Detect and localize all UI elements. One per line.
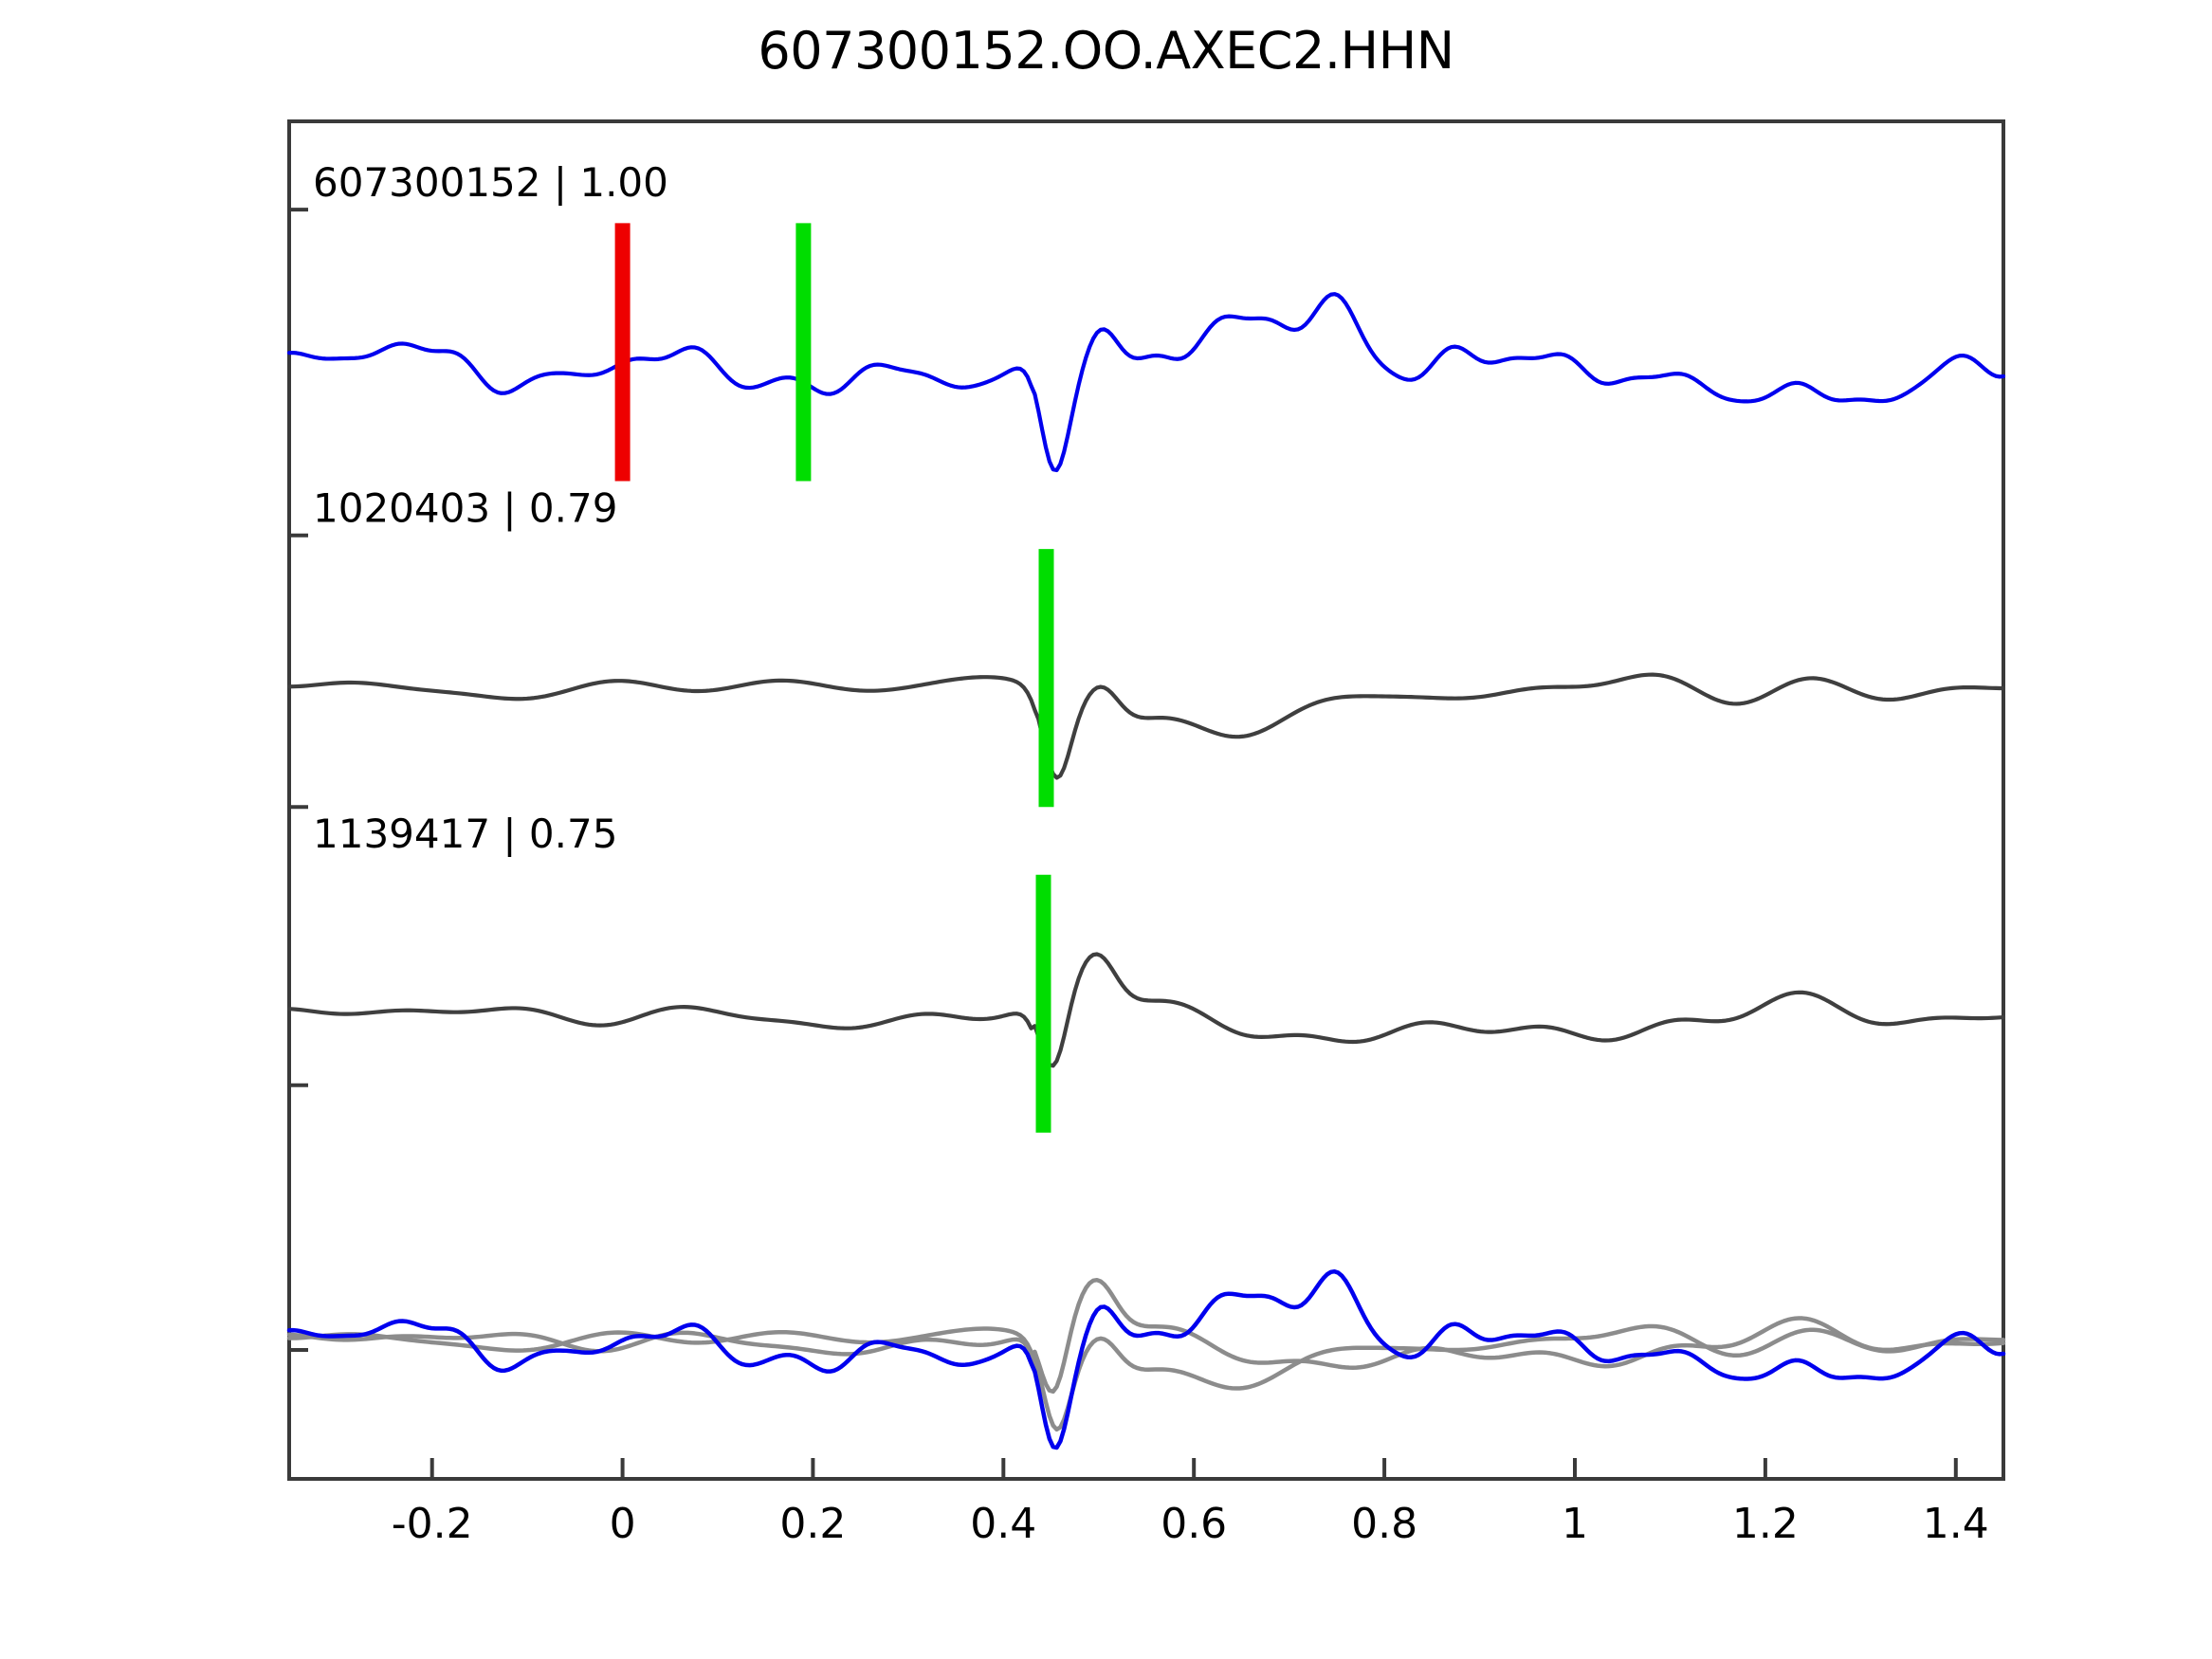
trace-label: 1020403 | 0.79 bbox=[313, 484, 617, 531]
axes-frame bbox=[287, 119, 2005, 1481]
traces-layer bbox=[286, 292, 2006, 1450]
trace-label: 1139417 | 0.75 bbox=[313, 811, 617, 857]
pick-markers-layer bbox=[614, 223, 1054, 1133]
trace-label: 607300152 | 1.00 bbox=[313, 159, 668, 206]
x-tick-label: 1 bbox=[1562, 1500, 1588, 1548]
x-tick-label: 0.8 bbox=[1351, 1500, 1417, 1548]
page-title: 607300152.OO.AXEC2.HHN bbox=[758, 21, 1454, 81]
x-tick-label: -0.2 bbox=[392, 1500, 473, 1548]
x-tick-label: 0 bbox=[610, 1500, 636, 1548]
trace-labels-layer: 607300152 | 1.00 1020403 | 0.79 1139417 | … bbox=[313, 159, 668, 857]
x-tick-label: 1.4 bbox=[1923, 1500, 1989, 1548]
x-tick-label: 0.4 bbox=[970, 1500, 1036, 1548]
x-axis-ticks-layer: -0.2 0 0.2 0.4 0.6 0.8 1 1.2 1.4 bbox=[392, 1458, 1989, 1548]
x-tick-label: 0.6 bbox=[1161, 1500, 1227, 1548]
x-tick-label: 0.2 bbox=[779, 1500, 846, 1548]
x-tick-label: 1.2 bbox=[1732, 1500, 1799, 1548]
